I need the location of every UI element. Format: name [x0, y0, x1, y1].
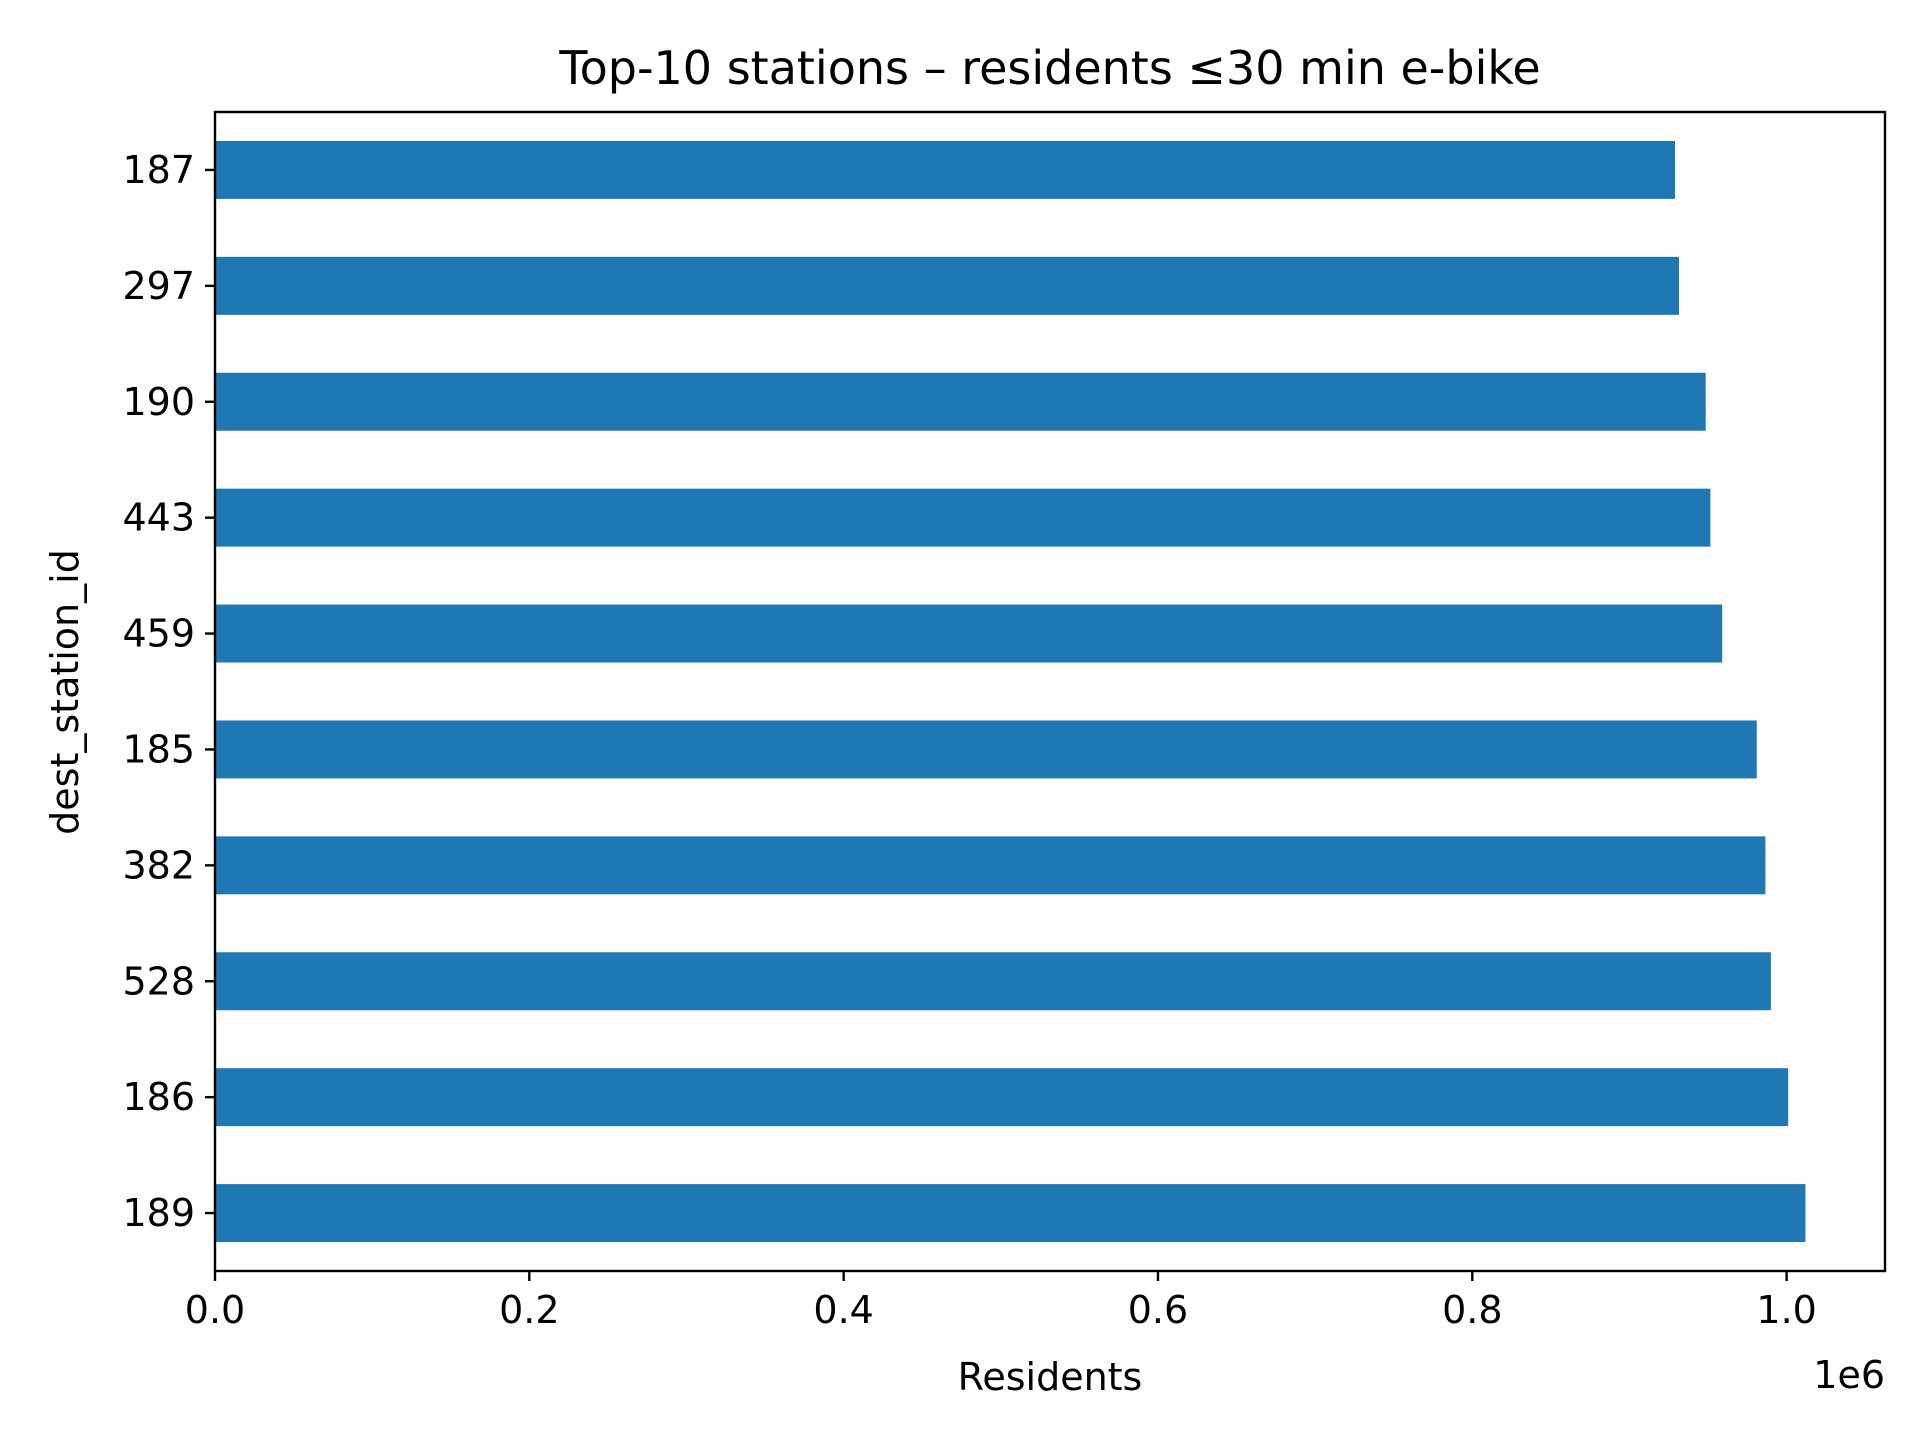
bar-443: [215, 488, 1711, 547]
y-axis-ticks: 187 297 190 443 459 185 382 528 186 189: [122, 148, 215, 1235]
chart-title: Top-10 stations – residents ≤30 min e-bi…: [558, 41, 1540, 95]
y-tick-label: 185: [122, 727, 195, 771]
x-tick-label: 0.8: [1442, 1288, 1502, 1332]
x-tick-label: 0.2: [499, 1288, 559, 1332]
x-axis-offset-text: 1e6: [1813, 1353, 1885, 1397]
y-tick-label: 186: [122, 1075, 195, 1119]
y-tick-label: 187: [122, 148, 195, 192]
bar-190: [215, 372, 1706, 431]
x-tick-label: 0.0: [185, 1288, 245, 1332]
bar-186: [215, 1068, 1789, 1127]
y-tick-label: 443: [122, 496, 195, 540]
y-tick-label: 528: [122, 959, 195, 1003]
bars-layer: [215, 140, 1806, 1243]
bar-459: [215, 604, 1723, 663]
y-tick-label: 382: [122, 843, 195, 887]
bar-297: [215, 256, 1679, 315]
bar-189: [215, 1184, 1806, 1243]
bar-187: [215, 140, 1676, 199]
y-tick-label: 190: [122, 380, 195, 424]
y-tick-label: 189: [122, 1191, 195, 1235]
y-axis-label: dest_station_id: [43, 549, 87, 835]
x-tick-label: 0.6: [1128, 1288, 1188, 1332]
bar-528: [215, 952, 1771, 1011]
y-tick-label: 297: [122, 264, 195, 308]
bar-382: [215, 836, 1766, 895]
x-axis-label: Residents: [958, 1355, 1143, 1399]
x-tick-label: 0.4: [813, 1288, 873, 1332]
bar-185: [215, 720, 1757, 779]
plot-frame: [213, 110, 1887, 1273]
x-tick-label: 1.0: [1756, 1288, 1816, 1332]
y-tick-label: 459: [122, 612, 195, 656]
x-axis-ticks: 0.0 0.2 0.4 0.6 0.8 1.0: [185, 1271, 1817, 1332]
